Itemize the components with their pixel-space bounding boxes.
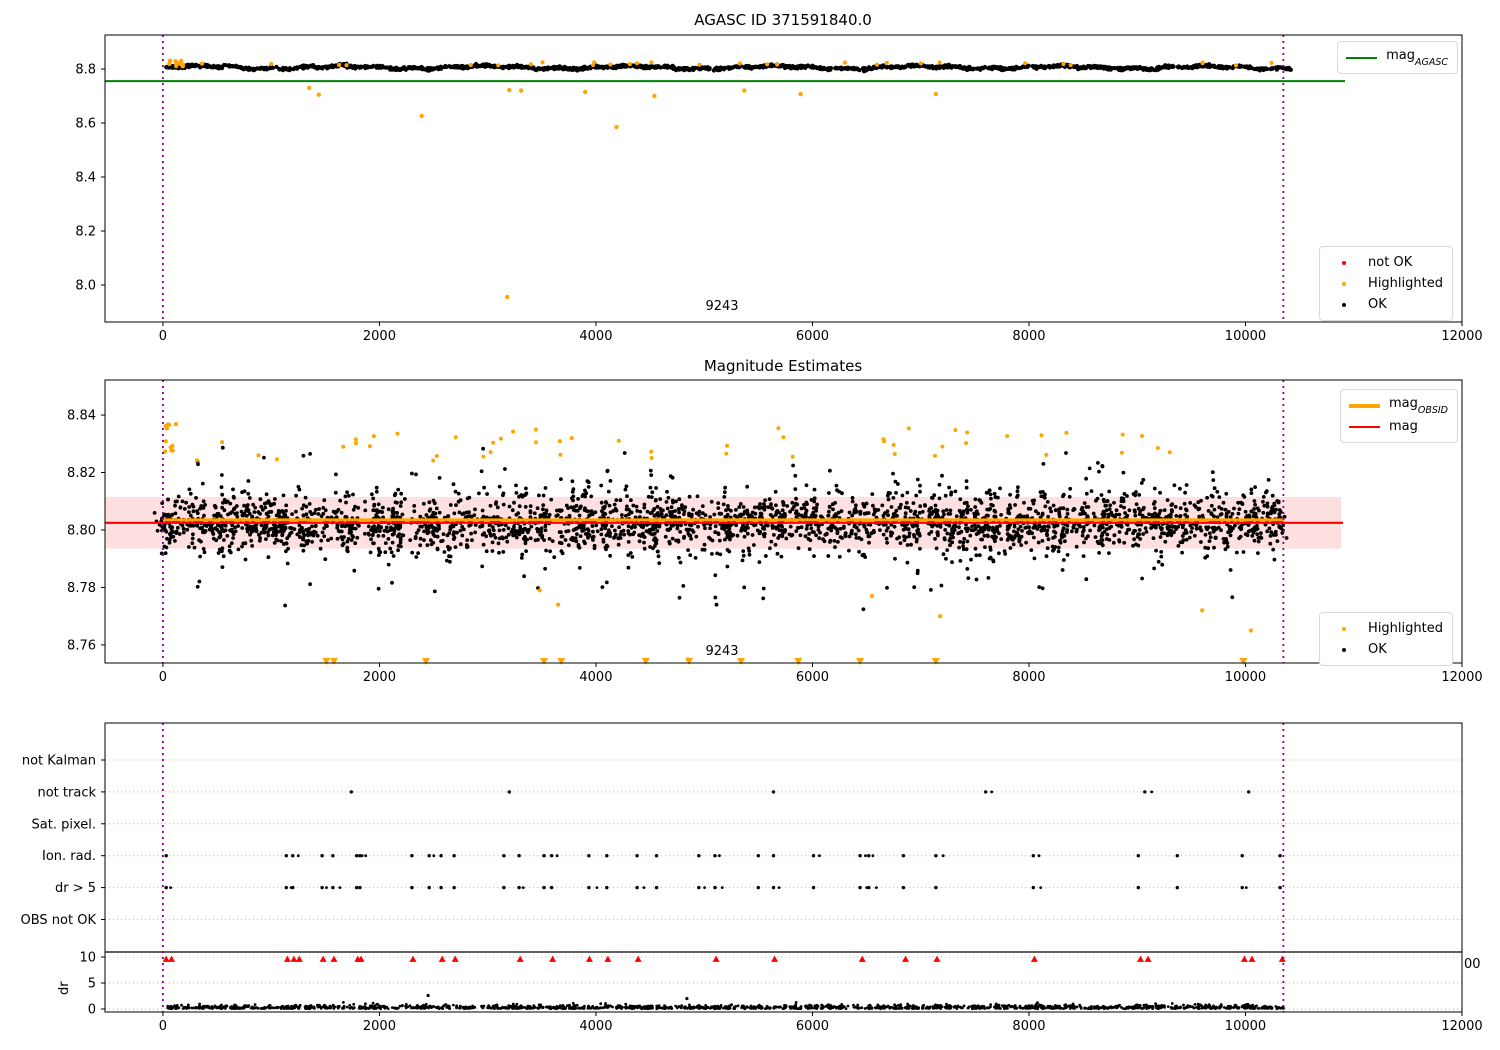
x-tick-label: 12000 bbox=[1441, 329, 1482, 344]
y-tick-label: 8.80 bbox=[67, 523, 96, 538]
flag-category-label: Ion. rad. bbox=[42, 849, 96, 864]
y-tick-label: 8.82 bbox=[67, 466, 96, 481]
red-dot-swatch bbox=[1328, 260, 1359, 265]
dr-tick-label: 5 bbox=[88, 977, 96, 992]
x-tick-label: 6000 bbox=[796, 329, 829, 344]
flags-gridlines bbox=[105, 759, 1462, 1010]
legend-row: OK bbox=[1328, 294, 1443, 315]
x-axis-ticks: 0 2000 4000 6000 8000 10000 12000 bbox=[159, 322, 1483, 344]
y-tick-label: 8.2 bbox=[75, 225, 96, 240]
plot1-title: AGASC ID 371591840.0 bbox=[694, 11, 872, 29]
flag-points bbox=[164, 790, 1282, 890]
dr-axis-label: dr bbox=[57, 981, 72, 995]
plot2-obsid-annotation: 9243 bbox=[705, 644, 739, 659]
x-tick-label: 0 bbox=[159, 1019, 167, 1034]
plot1-ok-points bbox=[164, 61, 1293, 74]
plot2-clipped-triangles bbox=[322, 658, 1248, 665]
flags-tick-labels: not Kalman not track Sat. pixel. Ion. rad. d… bbox=[21, 754, 105, 1018]
legend-label: magAGASC bbox=[1386, 48, 1448, 69]
legend-row: OK bbox=[1328, 639, 1443, 660]
y-tick-label: 8.84 bbox=[67, 409, 96, 424]
legend-label: OK bbox=[1368, 642, 1387, 657]
x-tick-label: 4000 bbox=[579, 1019, 612, 1034]
flag-category-label: Sat. pixel. bbox=[32, 817, 96, 832]
y-tick-label: 8.76 bbox=[67, 638, 96, 653]
plot1-legend-markers: not OK Highlighted OK bbox=[1319, 246, 1453, 321]
legend-row: magOBSID bbox=[1348, 395, 1448, 417]
x-tick-label: 10000 bbox=[1225, 670, 1266, 685]
x-tick-label: 8000 bbox=[1012, 329, 1045, 344]
x-tick-label: 2000 bbox=[363, 670, 396, 685]
obsid-boundary-vlines bbox=[162, 35, 1285, 322]
y-tick-label: 8.4 bbox=[75, 171, 96, 186]
y-axis-ticks: 8.0 8.2 8.4 8.6 8.8 bbox=[75, 63, 105, 294]
legend-label: Highlighted bbox=[1368, 621, 1443, 636]
plot2-title: Magnitude Estimates bbox=[703, 357, 863, 375]
obsid-boundary-vlines bbox=[162, 723, 1285, 1012]
obsid-boundary-vlines bbox=[162, 380, 1285, 663]
legend-row: magAGASC bbox=[1346, 47, 1448, 68]
x-tick-label: 8000 bbox=[1012, 670, 1045, 685]
y-tick-label: 8.0 bbox=[75, 279, 96, 294]
x-tick-label: 10000 bbox=[1225, 329, 1266, 344]
flag-category-label: not track bbox=[37, 785, 96, 800]
y-tick-label: 8.6 bbox=[75, 117, 96, 132]
plot1-legend-magagasc: magAGASC bbox=[1337, 41, 1458, 74]
red-line-swatch bbox=[1348, 425, 1380, 428]
legend-label: magOBSID bbox=[1388, 396, 1448, 417]
x-tick-label: 10000 bbox=[1225, 1019, 1266, 1034]
plot1-highlighted-points bbox=[167, 58, 1274, 300]
clipped-tick-label: 00 bbox=[1464, 957, 1481, 972]
x-tick-label: 0 bbox=[159, 670, 167, 685]
dr-tick-label: 0 bbox=[88, 1003, 96, 1018]
y-axis-ticks: 8.76 8.78 8.80 8.82 8.84 bbox=[67, 409, 105, 653]
legend-row: Highlighted bbox=[1328, 618, 1443, 639]
plot1-obsid-annotation: 9243 bbox=[705, 299, 739, 314]
green-line-swatch bbox=[1346, 56, 1378, 59]
dr-not-ok-clipped bbox=[162, 955, 1286, 962]
legend-label: mag bbox=[1388, 419, 1418, 434]
dr-points bbox=[166, 993, 1285, 1011]
x-tick-label: 12000 bbox=[1441, 1019, 1482, 1034]
x-tick-label: 6000 bbox=[796, 1019, 829, 1034]
x-tick-label: 4000 bbox=[579, 670, 612, 685]
orange-line-swatch bbox=[1348, 403, 1380, 408]
y-tick-label: 8.8 bbox=[75, 63, 96, 78]
x-tick-label: 4000 bbox=[579, 329, 612, 344]
x-tick-label: 8000 bbox=[1012, 1019, 1045, 1034]
black-dot-swatch bbox=[1328, 302, 1359, 307]
x-axis-ticks: 0 2000 4000 6000 8000 10000 12000 bbox=[159, 1012, 1483, 1034]
x-tick-label: 0 bbox=[159, 329, 167, 344]
flag-category-label: OBS not OK bbox=[21, 913, 97, 928]
legend-row: not OK bbox=[1328, 252, 1443, 273]
plot2-legend-markers: Highlighted OK bbox=[1319, 612, 1453, 666]
plot3-frame bbox=[104, 722, 1463, 1013]
legend-label: Highlighted bbox=[1368, 276, 1443, 291]
x-tick-label: 6000 bbox=[796, 670, 829, 685]
x-axis-ticks: 0 2000 4000 6000 8000 10000 12000 bbox=[159, 663, 1483, 685]
legend-label: OK bbox=[1368, 297, 1387, 312]
x-tick-label: 12000 bbox=[1441, 670, 1482, 685]
orange-dot-swatch bbox=[1328, 281, 1359, 286]
black-dot-swatch bbox=[1328, 647, 1359, 652]
y-tick-label: 8.78 bbox=[67, 581, 96, 596]
plot2-frame bbox=[104, 379, 1463, 664]
plot2-legend-lines: magOBSID mag bbox=[1339, 389, 1458, 443]
x-tick-label: 2000 bbox=[363, 329, 396, 344]
legend-label: not OK bbox=[1368, 255, 1413, 270]
legend-row: Highlighted bbox=[1328, 273, 1443, 294]
plot2-highlighted-points bbox=[163, 422, 1253, 662]
dr-tick-label: 10 bbox=[79, 951, 96, 966]
plot1-frame bbox=[104, 34, 1463, 323]
x-tick-label: 2000 bbox=[363, 1019, 396, 1034]
orange-dot-swatch bbox=[1328, 626, 1359, 631]
legend-row: mag bbox=[1348, 416, 1448, 437]
flag-category-label: not Kalman bbox=[22, 754, 96, 769]
flag-category-label: dr > 5 bbox=[55, 881, 96, 896]
